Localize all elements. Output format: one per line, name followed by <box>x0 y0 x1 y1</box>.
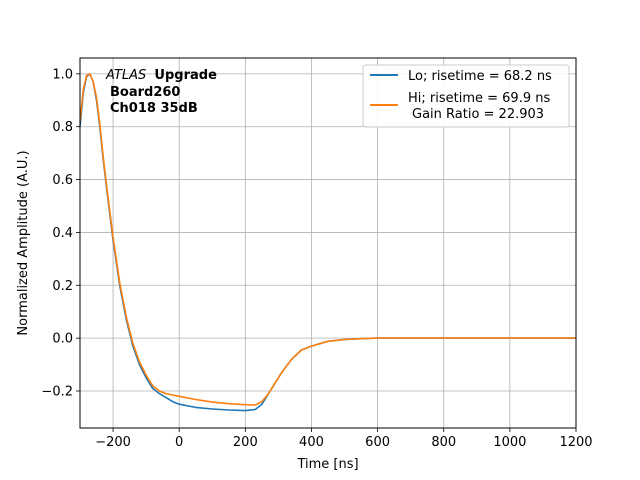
series-line-hi <box>79 73 576 406</box>
y-axis-ticks: −0.2 0.0 0.2 0.4 0.6 0.8 1.0 <box>41 67 80 400</box>
y-tick-label: 0.6 <box>52 173 73 188</box>
series-lines <box>79 73 576 412</box>
legend-label-gain-ratio: Gain Ratio = 22.903 <box>412 107 544 122</box>
legend-label-lo: Lo; risetime = 68.2 ns <box>408 69 552 84</box>
x-axis-ticks: −200 0 200 400 600 800 1000 1200 <box>95 428 593 450</box>
legend-box <box>362 64 570 128</box>
x-tick-label: 0 <box>175 435 183 450</box>
y-tick-label: 1.0 <box>52 67 73 82</box>
x-tick-label: 400 <box>299 435 324 450</box>
annotation-atlas: ATLAS <box>105 68 146 83</box>
x-tick-label: 1000 <box>493 435 526 450</box>
y-tick-label: 0.4 <box>52 226 73 241</box>
x-tick-label: 800 <box>431 435 456 450</box>
svg-text:ATLAS Upgrade: ATLAS Upgrade <box>105 68 217 83</box>
atlas-annotation: ATLAS Upgrade Board260 Ch018 35dB <box>105 68 217 116</box>
y-tick-label: 0.2 <box>52 279 73 294</box>
x-tick-label: 1200 <box>559 435 592 450</box>
legend-label-hi: Hi; risetime = 69.9 ns <box>408 91 550 106</box>
plot-frame <box>79 57 577 429</box>
y-axis-label: Normalized Amplitude (A.U.) <box>16 150 31 335</box>
legend: Lo; risetime = 68.2 ns Hi; risetime = 69… <box>362 64 570 128</box>
x-axis-label: Time [ns] <box>296 457 358 472</box>
y-tick-label: 0.8 <box>52 120 73 135</box>
x-tick-label: −200 <box>95 435 131 450</box>
x-tick-label: 600 <box>365 435 390 450</box>
annotation-channel: Ch018 35dB <box>110 101 198 116</box>
y-tick-label: 0.0 <box>52 332 73 347</box>
x-tick-label: 200 <box>233 435 258 450</box>
y-tick-label: −0.2 <box>41 385 73 400</box>
annotation-board: Board260 <box>110 85 180 100</box>
annotation-upgrade: Upgrade <box>154 68 217 83</box>
